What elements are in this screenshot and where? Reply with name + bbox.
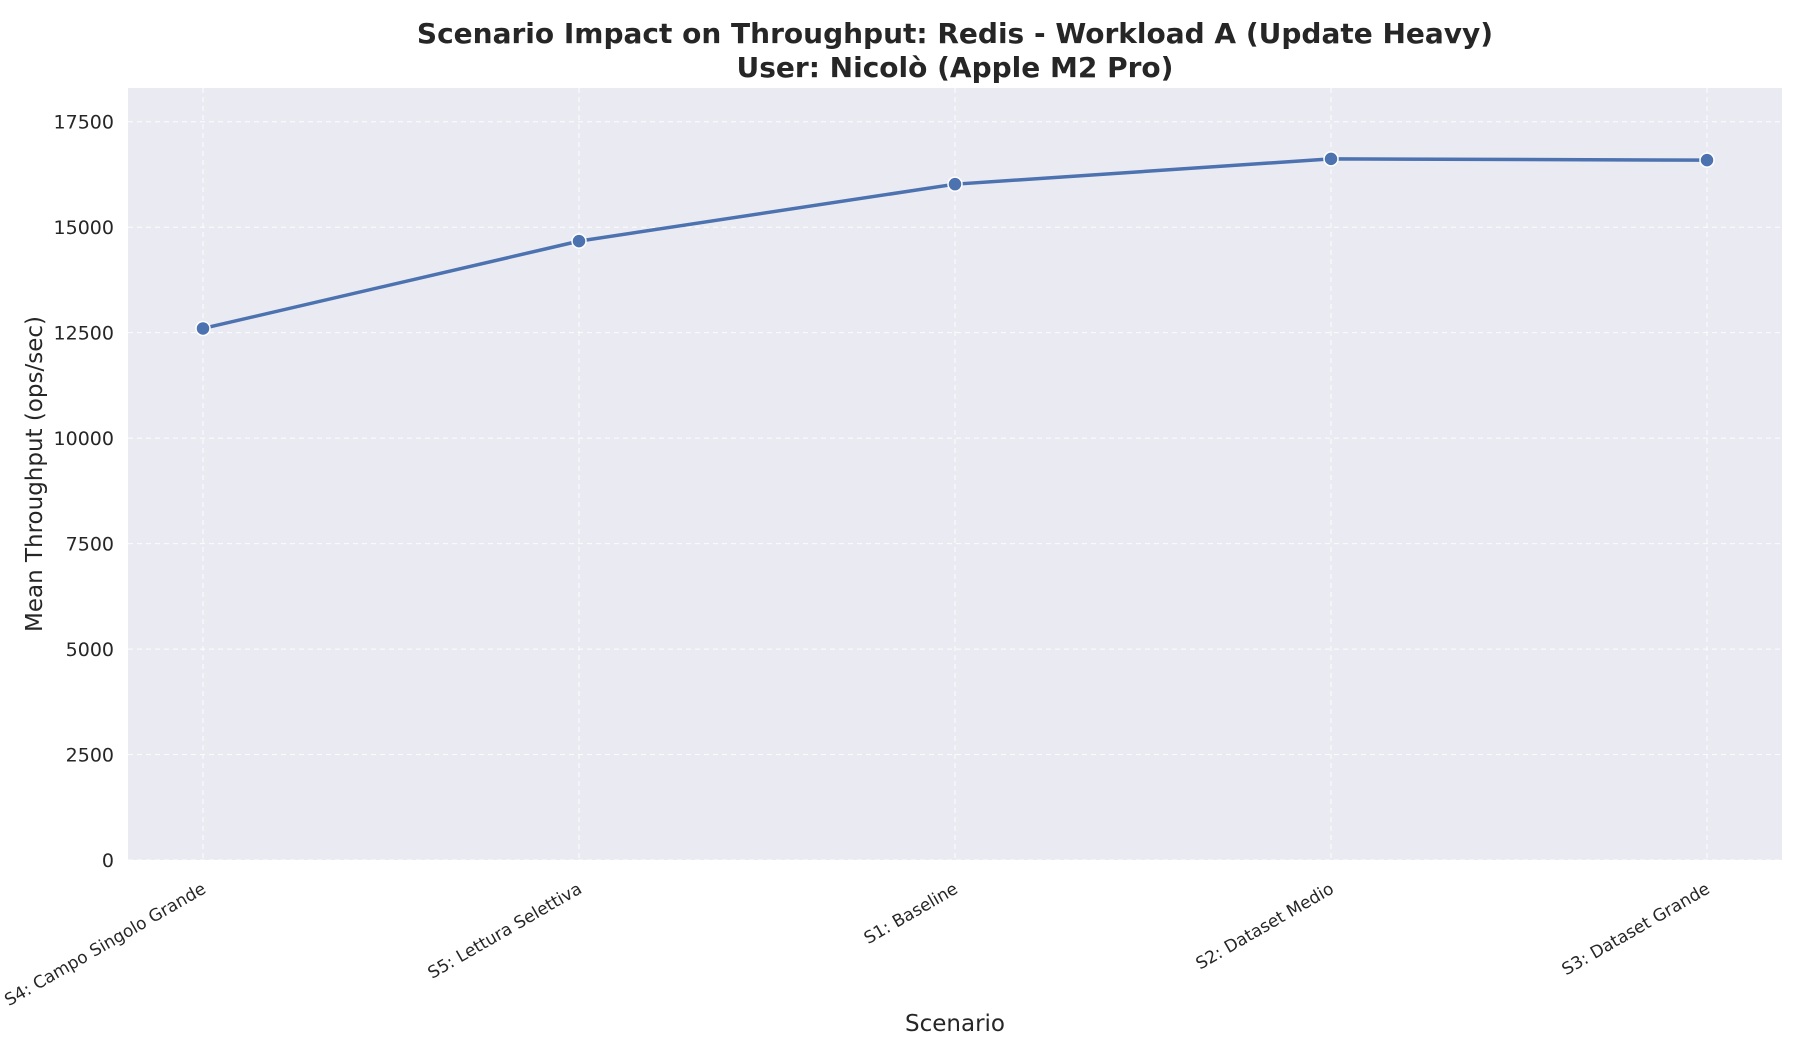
x-tick-label: S5: Lettura Selettiva <box>425 879 586 983</box>
data-point <box>1699 152 1715 168</box>
y-axis-label: Mean Throughput (ops/sec) <box>22 316 48 632</box>
data-point <box>947 176 963 192</box>
x-tick-label: S4: Campo Singolo Grande <box>1 879 209 1011</box>
y-tick-label: 0 <box>102 850 114 872</box>
y-tick-label: 5000 <box>66 639 114 661</box>
data-point <box>1323 151 1339 167</box>
y-tick-label: 2500 <box>66 745 114 767</box>
x-tick-label: S1: Baseline <box>861 879 962 949</box>
x-axis-label: Scenario <box>905 1011 1005 1037</box>
data-point <box>571 233 587 249</box>
y-tick-labels: 0 2500 5000 7500 10000 12500 15000 17500 <box>54 112 114 872</box>
grid-lines <box>128 88 1782 861</box>
y-tick-label: 10000 <box>54 428 114 450</box>
x-tick-label: S2: Dataset Medio <box>1193 879 1338 974</box>
chart-subtitle: User: Nicolò (Apple M2 Pro) <box>737 51 1174 84</box>
x-tick-labels: S4: Campo Singolo Grande S5: Lettura Sele… <box>1 879 1713 1011</box>
x-tick-label: S3: Dataset Grande <box>1559 879 1714 980</box>
plot-area <box>128 88 1782 860</box>
data-point <box>195 320 211 337</box>
y-tick-label: 15000 <box>54 217 114 239</box>
y-tick-label: 12500 <box>54 323 114 345</box>
y-tick-label: 7500 <box>66 534 114 556</box>
y-tick-label: 17500 <box>54 112 114 134</box>
series-layer <box>195 151 1715 337</box>
chart-title: Scenario Impact on Throughput: Redis - W… <box>417 17 1493 50</box>
